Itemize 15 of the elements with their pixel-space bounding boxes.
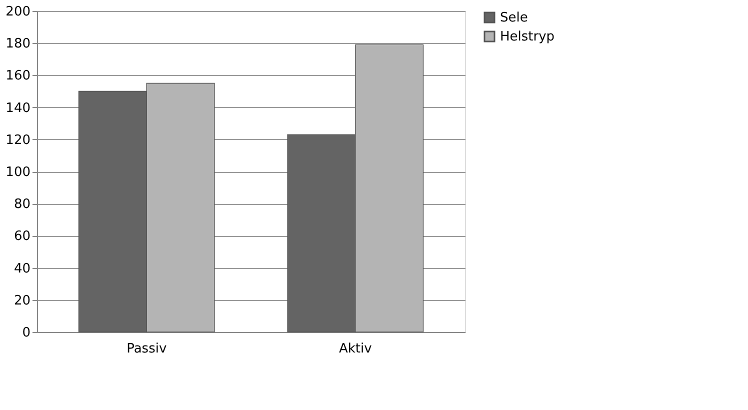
y-tick-label: 100	[6, 165, 30, 180]
y-tick-label: 120	[6, 132, 30, 148]
y-tick-label: 40	[14, 261, 30, 276]
x-tick-label: Aktiv	[338, 342, 372, 356]
legend-label: Sele	[500, 10, 528, 26]
y-tick-label: 80	[14, 197, 30, 212]
y-tick-label: 200	[6, 4, 30, 20]
x-tick-label: Passiv	[126, 342, 167, 356]
y-tick-label: 160	[6, 68, 30, 84]
y-tick-label: 140	[6, 100, 30, 116]
legend-label: Helstryp	[500, 30, 555, 44]
y-tick-label: 20	[14, 293, 30, 308]
y-tick-label: 60	[14, 229, 30, 244]
y-tick-label: 180	[6, 36, 30, 52]
y-tick-label: 0	[22, 326, 30, 340]
